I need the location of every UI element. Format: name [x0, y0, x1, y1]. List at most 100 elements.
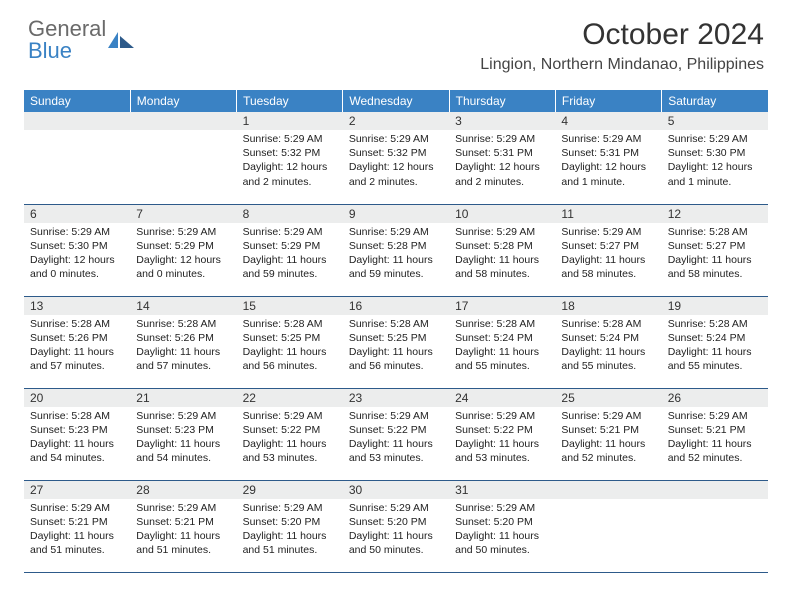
- calendar-cell: 25Sunrise: 5:29 AMSunset: 5:21 PMDayligh…: [555, 388, 661, 480]
- day-details: Sunrise: 5:28 AMSunset: 5:24 PMDaylight:…: [449, 315, 555, 378]
- sunrise-line: Sunrise: 5:29 AM: [455, 226, 535, 238]
- sunset-line: Sunset: 5:24 PM: [561, 332, 639, 344]
- day-details: Sunrise: 5:28 AMSunset: 5:24 PMDaylight:…: [662, 315, 768, 378]
- day-number: 31: [449, 481, 555, 499]
- calendar-row: 6Sunrise: 5:29 AMSunset: 5:30 PMDaylight…: [24, 204, 768, 296]
- daylight-line: Daylight: 11 hours and 52 minutes.: [561, 438, 645, 464]
- calendar-row: 1 Sunrise: 5:29 AM Sunset: 5:32 PM Daylight…: [24, 112, 768, 204]
- daylight-line: Daylight: 11 hours and 59 minutes.: [243, 254, 327, 280]
- page-title: October 2024: [480, 18, 764, 52]
- calendar-cell: 29Sunrise: 5:29 AMSunset: 5:20 PMDayligh…: [237, 480, 343, 572]
- day-number: 20: [24, 389, 130, 407]
- day-number: 24: [449, 389, 555, 407]
- brand-part2: Blue: [28, 38, 72, 63]
- daylight-line: Daylight: 11 hours and 50 minutes.: [455, 530, 539, 556]
- day-number: 12: [662, 205, 768, 223]
- calendar-header: SundayMondayTuesdayWednesdayThursdayFrid…: [24, 90, 768, 112]
- day-details: Sunrise: 5:29 AMSunset: 5:21 PMDaylight:…: [130, 499, 236, 562]
- sunrise-line: Sunrise: 5:29 AM: [243, 133, 323, 145]
- title-block: October 2024 Lingion, Northern Mindanao,…: [480, 18, 764, 74]
- sunset-line: Sunset: 5:21 PM: [561, 424, 639, 436]
- sunset-line: Sunset: 5:21 PM: [30, 516, 108, 528]
- day-number-empty: [130, 112, 236, 130]
- daylight-line: Daylight: 11 hours and 58 minutes.: [561, 254, 645, 280]
- sunrise-line: Sunrise: 5:29 AM: [243, 226, 323, 238]
- day-details: Sunrise: 5:28 AMSunset: 5:24 PMDaylight:…: [555, 315, 661, 378]
- day-number: 1: [237, 112, 343, 130]
- sunrise-line: Sunrise: 5:29 AM: [243, 502, 323, 514]
- sunrise-line: Sunrise: 5:29 AM: [136, 410, 216, 422]
- day-number-empty: [24, 112, 130, 130]
- sunset-line: Sunset: 5:23 PM: [30, 424, 108, 436]
- day-number: 30: [343, 481, 449, 499]
- calendar-cell: 14Sunrise: 5:28 AMSunset: 5:26 PMDayligh…: [130, 296, 236, 388]
- sunset-line: Sunset: 5:32 PM: [243, 147, 321, 159]
- day-number: 25: [555, 389, 661, 407]
- sunset-line: Sunset: 5:27 PM: [668, 240, 746, 252]
- daylight-line: Daylight: 11 hours and 51 minutes.: [243, 530, 327, 556]
- weekday-header: Thursday: [449, 90, 555, 112]
- calendar-cell: 22Sunrise: 5:29 AMSunset: 5:22 PMDayligh…: [237, 388, 343, 480]
- daylight-line: Daylight: 11 hours and 52 minutes.: [668, 438, 752, 464]
- daylight-line: Daylight: 11 hours and 55 minutes.: [668, 346, 752, 372]
- calendar-cell: 6Sunrise: 5:29 AMSunset: 5:30 PMDaylight…: [24, 204, 130, 296]
- calendar-cell: 15Sunrise: 5:28 AMSunset: 5:25 PMDayligh…: [237, 296, 343, 388]
- day-details: Sunrise: 5:29 AMSunset: 5:20 PMDaylight:…: [449, 499, 555, 562]
- calendar-table: SundayMondayTuesdayWednesdayThursdayFrid…: [24, 90, 768, 573]
- sunrise-line: Sunrise: 5:29 AM: [349, 410, 429, 422]
- sunset-line: Sunset: 5:22 PM: [455, 424, 533, 436]
- daylight-line: Daylight: 11 hours and 50 minutes.: [349, 530, 433, 556]
- sunrise-line: Sunrise: 5:29 AM: [561, 226, 641, 238]
- sunrise-line: Sunrise: 5:29 AM: [136, 502, 216, 514]
- sunset-line: Sunset: 5:26 PM: [136, 332, 214, 344]
- day-number: 11: [555, 205, 661, 223]
- sunrise-line: Sunrise: 5:29 AM: [561, 133, 641, 145]
- daylight-line: Daylight: 12 hours and 2 minutes.: [455, 161, 540, 187]
- day-number: 5: [662, 112, 768, 130]
- day-number: 14: [130, 297, 236, 315]
- sunset-line: Sunset: 5:31 PM: [561, 147, 639, 159]
- calendar-cell: 10Sunrise: 5:29 AMSunset: 5:28 PMDayligh…: [449, 204, 555, 296]
- sunset-line: Sunset: 5:25 PM: [349, 332, 427, 344]
- calendar-cell: 24Sunrise: 5:29 AMSunset: 5:22 PMDayligh…: [449, 388, 555, 480]
- day-number: 4: [555, 112, 661, 130]
- day-number: 2: [343, 112, 449, 130]
- calendar-cell: 23Sunrise: 5:29 AMSunset: 5:22 PMDayligh…: [343, 388, 449, 480]
- sunset-line: Sunset: 5:22 PM: [349, 424, 427, 436]
- daylight-line: Daylight: 11 hours and 51 minutes.: [30, 530, 114, 556]
- sunrise-line: Sunrise: 5:29 AM: [668, 133, 748, 145]
- calendar-cell: 27Sunrise: 5:29 AMSunset: 5:21 PMDayligh…: [24, 480, 130, 572]
- day-details: Sunrise: 5:28 AMSunset: 5:25 PMDaylight:…: [237, 315, 343, 378]
- day-number: 21: [130, 389, 236, 407]
- calendar-cell: 5Sunrise: 5:29 AMSunset: 5:30 PMDaylight…: [662, 112, 768, 204]
- sunrise-line: Sunrise: 5:29 AM: [30, 502, 110, 514]
- day-details: Sunrise: 5:28 AMSunset: 5:26 PMDaylight:…: [24, 315, 130, 378]
- day-number: 6: [24, 205, 130, 223]
- day-number: 26: [662, 389, 768, 407]
- day-details: Sunrise: 5:29 AMSunset: 5:27 PMDaylight:…: [555, 223, 661, 286]
- sunrise-line: Sunrise: 5:29 AM: [349, 133, 429, 145]
- day-number: 19: [662, 297, 768, 315]
- day-number: 15: [237, 297, 343, 315]
- sunset-line: Sunset: 5:28 PM: [455, 240, 533, 252]
- sunset-line: Sunset: 5:29 PM: [136, 240, 214, 252]
- sunrise-line: Sunrise: 5:28 AM: [30, 410, 110, 422]
- day-number: 13: [24, 297, 130, 315]
- sunrise-line: Sunrise: 5:28 AM: [668, 318, 748, 330]
- sunset-line: Sunset: 5:21 PM: [668, 424, 746, 436]
- calendar-row: 13Sunrise: 5:28 AMSunset: 5:26 PMDayligh…: [24, 296, 768, 388]
- day-details: Sunrise: 5:29 AMSunset: 5:32 PMDaylight:…: [237, 130, 343, 193]
- sunset-line: Sunset: 5:20 PM: [349, 516, 427, 528]
- day-number: 8: [237, 205, 343, 223]
- day-details: Sunrise: 5:29 AMSunset: 5:31 PMDaylight:…: [555, 130, 661, 193]
- daylight-line: Daylight: 11 hours and 54 minutes.: [30, 438, 114, 464]
- calendar-cell: 19Sunrise: 5:28 AMSunset: 5:24 PMDayligh…: [662, 296, 768, 388]
- weekday-header: Sunday: [24, 90, 130, 112]
- sunset-line: Sunset: 5:20 PM: [455, 516, 533, 528]
- calendar-cell: [24, 112, 130, 204]
- day-number: 17: [449, 297, 555, 315]
- daylight-line: Daylight: 11 hours and 59 minutes.: [349, 254, 433, 280]
- sunset-line: Sunset: 5:31 PM: [455, 147, 533, 159]
- day-number: 23: [343, 389, 449, 407]
- daylight-line: Daylight: 11 hours and 58 minutes.: [455, 254, 539, 280]
